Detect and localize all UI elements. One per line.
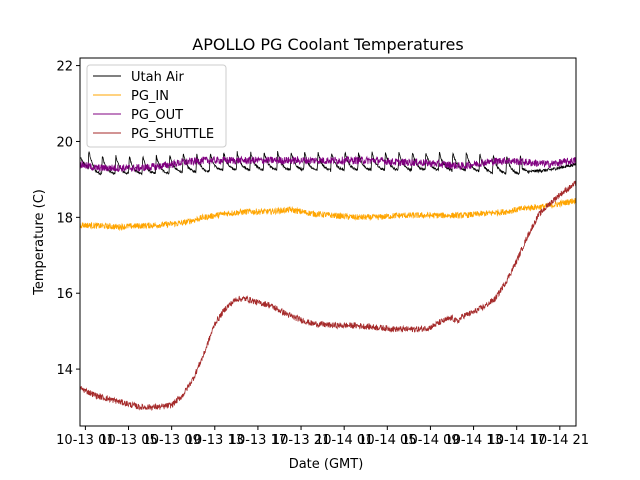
legend-label-pg-out: PG_OUT [131, 108, 183, 123]
x-tick-label: 10-14 17 [487, 433, 545, 448]
legend-label-utah-air: Utah Air [131, 70, 184, 85]
y-tick-label: 14 [56, 363, 73, 378]
x-tick-label: 10-13 21 [272, 433, 330, 448]
series-line-pg-in [80, 198, 576, 232]
x-tick-label: 10-14 21 [531, 433, 589, 448]
x-tick-label: 10-14 13 [444, 433, 502, 448]
y-tick-label: 20 [56, 135, 73, 150]
y-tick-label: 22 [56, 60, 73, 75]
legend-label-pg-shuttle: PG_SHUTTLE [131, 127, 214, 142]
legend-box [86, 64, 227, 148]
x-tick-label: 10-13 05 [99, 433, 157, 448]
x-tick-label: 10-13 17 [229, 433, 287, 448]
x-tick-label: 10-14 09 [401, 433, 459, 448]
y-axis: 14 16 18 20 22 [56, 60, 80, 378]
legend: Utah Air PG_IN PG_OUT PG_SHUTTLE [86, 64, 227, 148]
x-tick-label: 10-14 01 [315, 433, 373, 448]
y-axis-label: Temperature (C) [32, 189, 47, 296]
series-line-pg-out [80, 155, 576, 173]
chart-title: APOLLO PG Coolant Temperatures [192, 35, 463, 54]
legend-label-pg-in: PG_IN [131, 89, 169, 104]
series-line-utah-air [80, 151, 576, 176]
series-line-pg-shuttle [80, 180, 576, 411]
x-tick-label: 10-13 01 [56, 433, 114, 448]
y-tick-label: 18 [56, 211, 73, 226]
x-tick-label: 10-14 05 [358, 433, 416, 448]
plot-area [80, 151, 576, 411]
x-tick-label: 10-13 13 [186, 433, 244, 448]
x-tick-label: 10-13 09 [142, 433, 200, 448]
x-axis-label: Date (GMT) [289, 457, 364, 472]
axes-frame [79, 57, 577, 427]
y-tick-label: 16 [56, 287, 73, 302]
